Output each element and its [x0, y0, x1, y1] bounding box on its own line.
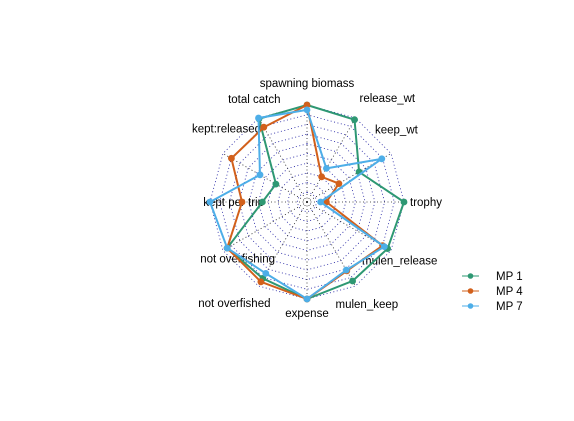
- data-point: [223, 244, 231, 252]
- legend-label: MP 4: [496, 286, 523, 298]
- axis-label: release_wt: [360, 93, 416, 105]
- legend-item: MP 7: [462, 301, 523, 313]
- legend: MP 1 MP 4 MP 7: [462, 271, 523, 313]
- data-point: [349, 277, 356, 285]
- radar-series: [206, 101, 408, 303]
- data-point: [335, 180, 343, 188]
- data-point: [260, 123, 268, 131]
- data-point: [323, 165, 330, 172]
- legend-item: MP 1: [462, 271, 523, 283]
- spoke: [306, 117, 356, 203]
- data-point: [238, 198, 246, 206]
- data-point: [317, 198, 324, 206]
- data-point: [255, 114, 262, 122]
- data-point: [303, 106, 311, 114]
- axis-label: mulen_release: [362, 256, 437, 268]
- legend-key-marker: [467, 273, 474, 279]
- axis-label: expense: [285, 308, 328, 320]
- axis-label: total catch: [228, 94, 280, 106]
- legend-key-marker: [467, 303, 474, 309]
- data-point: [256, 171, 264, 179]
- data-point: [228, 154, 235, 162]
- grid-ring: [287, 182, 327, 222]
- data-point: [378, 155, 386, 163]
- axis-label: spawning biomass: [260, 78, 355, 90]
- series: [206, 106, 388, 303]
- axis-label: mulen_keep: [336, 299, 399, 311]
- grid-ring: [258, 153, 356, 251]
- data-point: [257, 278, 265, 286]
- axis-label: kept:released: [192, 124, 261, 136]
- data-point: [400, 198, 408, 206]
- legend-label: MP 1: [496, 271, 523, 283]
- legend-label: MP 7: [496, 301, 523, 313]
- axis-label: trophy: [410, 197, 442, 209]
- data-point: [318, 173, 325, 181]
- legend-key-marker: [467, 288, 474, 294]
- data-point: [351, 116, 358, 124]
- data-point: [380, 243, 388, 251]
- spoke: [258, 117, 308, 203]
- axis-label: kept per trip: [203, 197, 264, 209]
- data-point: [206, 198, 214, 206]
- data-point: [303, 295, 311, 303]
- legend-item: MP 4: [462, 286, 523, 298]
- grid-ring: [277, 172, 337, 232]
- data-point: [259, 198, 266, 206]
- data-point: [342, 266, 350, 274]
- spoke: [222, 153, 308, 203]
- spoke: [222, 201, 308, 251]
- grid-ring: [238, 133, 376, 271]
- data-point: [262, 270, 270, 277]
- axis-label: keep_wt: [375, 125, 419, 137]
- axis-label: not overfished: [198, 298, 270, 310]
- data-point: [272, 180, 280, 188]
- data-point: [303, 101, 311, 109]
